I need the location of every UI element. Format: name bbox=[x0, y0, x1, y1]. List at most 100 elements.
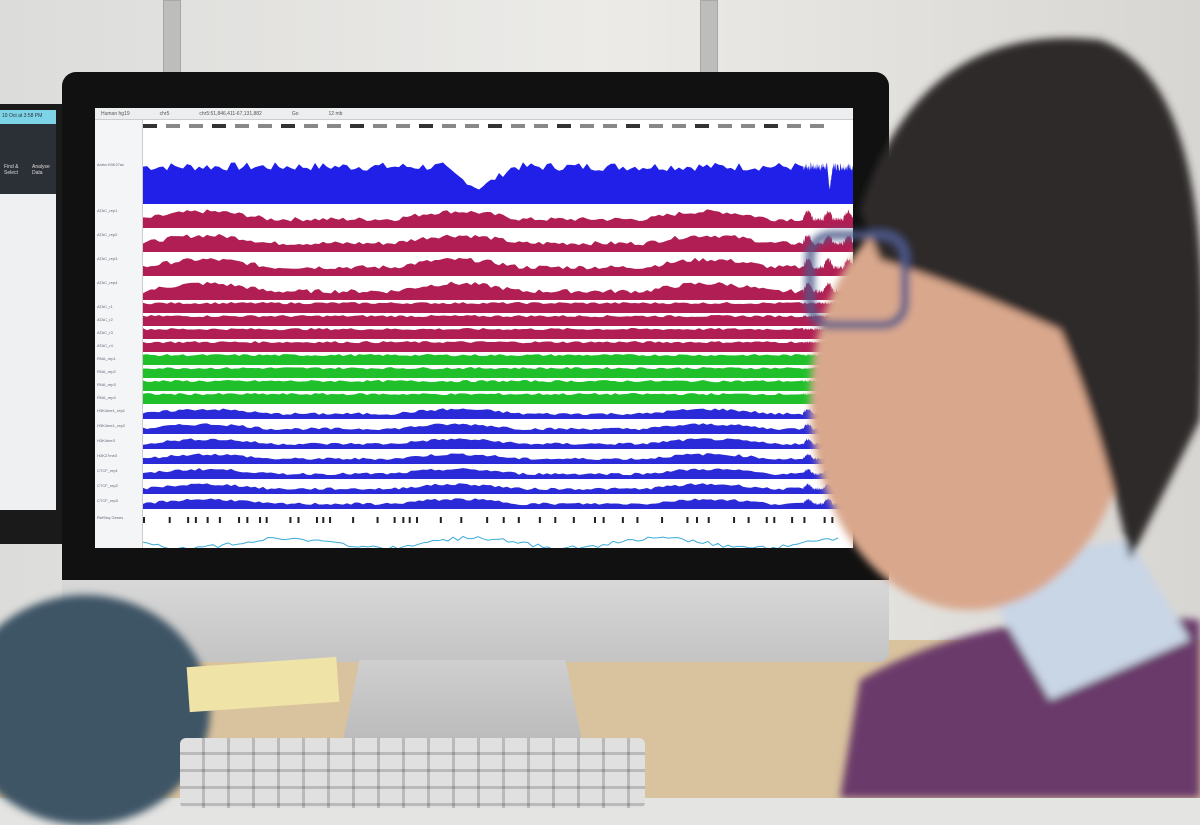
track-signal bbox=[143, 483, 803, 494]
track-name[interactable]: H3K27me3 bbox=[97, 453, 118, 458]
gene-exon bbox=[460, 517, 463, 523]
blurred-person-right bbox=[806, 38, 1200, 798]
track-name[interactable]: Aorta H3K27ac bbox=[97, 162, 125, 167]
gene-exon bbox=[265, 517, 268, 523]
track-name[interactable]: H3K4me1_rep2 bbox=[97, 423, 126, 428]
gene-exon bbox=[733, 517, 736, 523]
gene-exon bbox=[194, 517, 197, 523]
gene-exon bbox=[636, 517, 639, 523]
gene-exon bbox=[259, 517, 262, 523]
cytoband bbox=[787, 124, 801, 128]
gene-exon bbox=[696, 517, 699, 523]
cytoband bbox=[396, 124, 410, 128]
cytoband bbox=[534, 124, 548, 128]
cytoband bbox=[649, 124, 663, 128]
gene-exon bbox=[791, 517, 794, 523]
side-monitor: 10 Oct at 3:58 PM Find & Select Analyse … bbox=[0, 104, 62, 544]
gene-exon bbox=[315, 517, 318, 523]
gene-exon bbox=[538, 517, 541, 523]
track-signal bbox=[143, 302, 803, 313]
track-name[interactable]: ATAC_r2 bbox=[97, 317, 113, 322]
gene-exon bbox=[218, 517, 221, 523]
track-name[interactable]: H3K4me1_rep1 bbox=[97, 408, 126, 413]
gene-exon bbox=[486, 517, 489, 523]
track-name[interactable]: CTCF_rep2 bbox=[97, 483, 118, 488]
track-name[interactable]: RNA_rep4 bbox=[97, 395, 116, 400]
genome-select[interactable]: Human hg19 bbox=[101, 110, 130, 117]
gene-exon bbox=[289, 517, 292, 523]
gene-exon bbox=[517, 517, 520, 523]
cytoband bbox=[741, 124, 755, 128]
track-name[interactable]: RNA_rep2 bbox=[97, 369, 116, 374]
cytoband bbox=[764, 124, 778, 128]
chromosome-select[interactable]: chr5 bbox=[159, 110, 170, 117]
tracks-panel bbox=[143, 124, 853, 548]
gene-exon bbox=[439, 517, 442, 523]
track-signal bbox=[803, 162, 853, 204]
track-signal bbox=[143, 380, 803, 391]
keyboard bbox=[180, 738, 645, 808]
cytoband bbox=[488, 124, 502, 128]
track-signal bbox=[143, 281, 803, 300]
track-signal bbox=[143, 438, 803, 449]
track-signal bbox=[143, 367, 803, 378]
gene-exon bbox=[297, 517, 300, 523]
cytoband bbox=[281, 124, 295, 128]
gene-exon bbox=[143, 517, 145, 523]
date-bar: 10 Oct at 3:58 PM bbox=[0, 110, 56, 124]
track-name[interactable]: ATAC_r1 bbox=[97, 304, 113, 309]
gene-exon bbox=[376, 517, 379, 523]
wall-rail bbox=[163, 0, 181, 75]
track-name[interactable]: RNA_rep3 bbox=[97, 382, 116, 387]
cytoband bbox=[580, 124, 594, 128]
gene-exon bbox=[206, 517, 209, 523]
track-name[interactable]: ATAC_rep3 bbox=[97, 256, 118, 261]
wall-rail bbox=[700, 0, 718, 75]
gene-exon bbox=[329, 517, 332, 523]
gene-exon bbox=[168, 517, 171, 523]
cytoband bbox=[672, 124, 686, 128]
gene-exon bbox=[621, 517, 624, 523]
track-signal bbox=[143, 354, 803, 365]
gene-exon bbox=[831, 517, 834, 523]
track-name[interactable]: CTCF_rep1 bbox=[97, 468, 118, 473]
cytoband bbox=[626, 124, 640, 128]
track-name[interactable]: ATAC_rep4 bbox=[97, 280, 118, 285]
go-button[interactable]: Go bbox=[291, 110, 299, 117]
gene-exon bbox=[803, 517, 806, 523]
blurred-person-left bbox=[0, 595, 210, 825]
gene-exon bbox=[238, 517, 241, 523]
track-name[interactable]: ATAC_rep2 bbox=[97, 232, 118, 237]
track-signal bbox=[143, 341, 803, 352]
track-signal bbox=[143, 328, 803, 339]
locus-input[interactable]: chr5:51,846,411-67,131,882 bbox=[199, 110, 262, 117]
gene-exon bbox=[352, 517, 355, 523]
track-name[interactable]: ATAC_r4 bbox=[97, 343, 113, 348]
browser-toolbar: Human hg19 chr5 chr5:51,846,411-67,131,8… bbox=[95, 108, 853, 120]
cytoband bbox=[511, 124, 525, 128]
track-signal bbox=[143, 408, 803, 419]
gene-exon bbox=[593, 517, 596, 523]
gene-exon bbox=[823, 517, 826, 523]
gene-exon bbox=[661, 517, 664, 523]
analyse-data-button[interactable]: Analyse Data bbox=[32, 164, 50, 176]
track-signal bbox=[143, 423, 803, 434]
track-signal bbox=[803, 209, 853, 228]
track-name[interactable]: CTCF_rep3 bbox=[97, 498, 118, 503]
track-name[interactable]: RNA_rep1 bbox=[97, 356, 116, 361]
track-name[interactable]: ATAC_rep1 bbox=[97, 208, 118, 213]
track-name[interactable]: ATAC_r3 bbox=[97, 330, 113, 335]
cytoband bbox=[373, 124, 387, 128]
cytoband bbox=[465, 124, 479, 128]
track-name[interactable]: H3K4me3 bbox=[97, 438, 115, 443]
find-select-button[interactable]: Find & Select bbox=[4, 164, 19, 176]
gene-exon bbox=[402, 517, 405, 523]
track-signal bbox=[143, 498, 803, 509]
gene-track-name[interactable]: RefSeq Genes bbox=[97, 515, 124, 520]
gene-exon bbox=[554, 517, 557, 523]
track-signal bbox=[143, 233, 803, 252]
track-signal bbox=[143, 468, 803, 479]
gene-exon bbox=[393, 517, 396, 523]
cytoband bbox=[235, 124, 249, 128]
imac-chin bbox=[62, 580, 889, 662]
